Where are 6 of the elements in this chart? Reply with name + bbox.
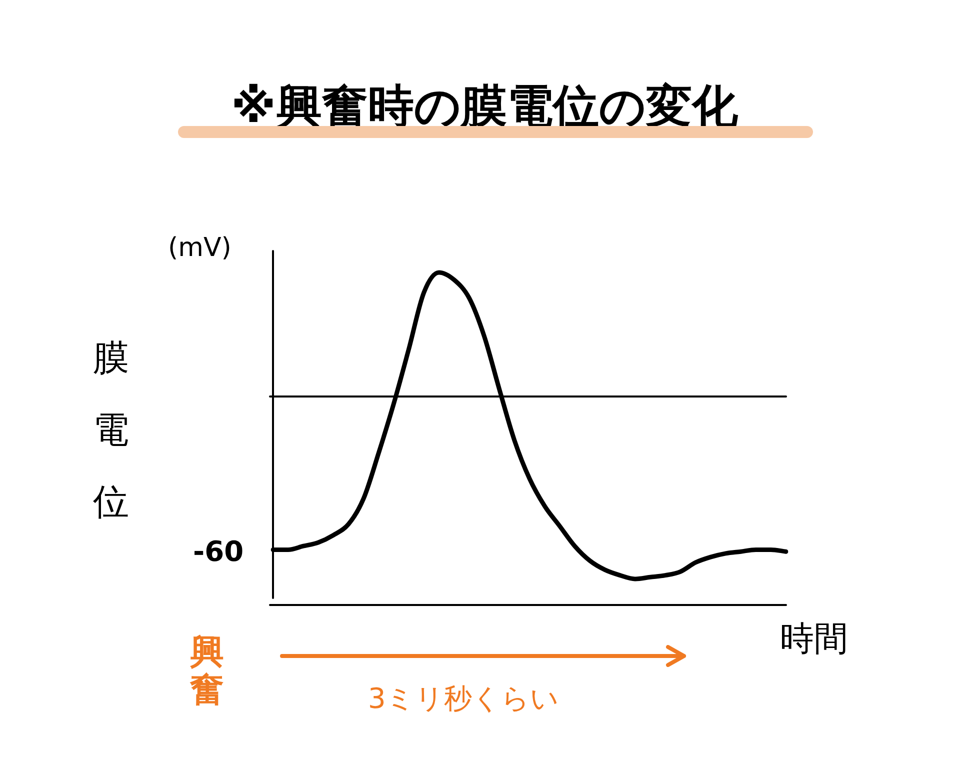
- x-axis-title: 時間: [780, 618, 848, 661]
- text: 3ミリ秒くらい: [368, 681, 559, 717]
- text: -60: [193, 535, 244, 568]
- text: (mV): [168, 233, 232, 263]
- text: 興奮: [190, 632, 225, 710]
- y-axis-title: 膜電位: [93, 337, 130, 525]
